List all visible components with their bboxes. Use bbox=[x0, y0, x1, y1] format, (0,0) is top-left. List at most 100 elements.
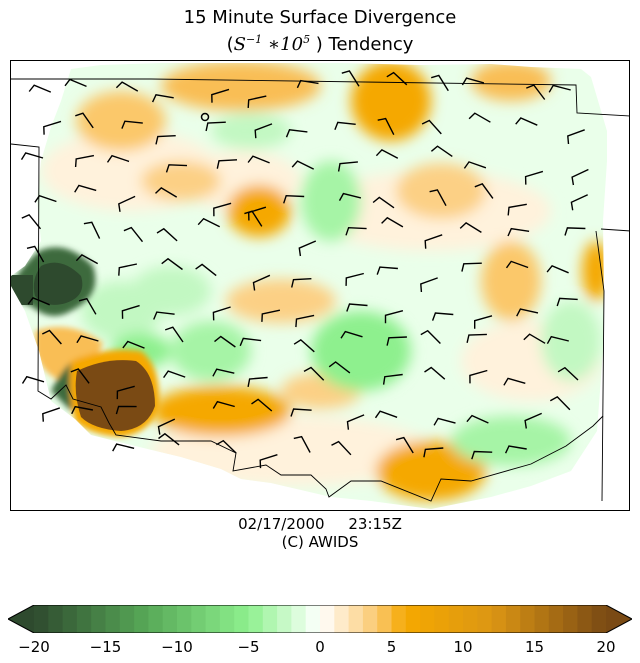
wind-barb-icon bbox=[384, 310, 404, 324]
colorbar-tick-label: 15 bbox=[524, 638, 545, 656]
wind-barb-icon bbox=[123, 226, 144, 243]
wind-barb-icon bbox=[557, 366, 579, 381]
wind-barb-icon bbox=[374, 410, 398, 419]
colorbar-segment bbox=[405, 605, 421, 633]
colorbar-segment bbox=[291, 605, 307, 633]
wind-barb-icon bbox=[507, 227, 530, 237]
colorbar-segment bbox=[391, 605, 407, 633]
colorbar-segment bbox=[205, 605, 221, 633]
wind-barb-icon bbox=[75, 112, 94, 129]
wind-barb-icon bbox=[212, 400, 235, 409]
wind-barb-icon bbox=[526, 84, 546, 100]
boundary-lines bbox=[11, 78, 629, 502]
wind-barb-icon bbox=[429, 189, 447, 207]
map-subtitle: (S−1 ∗105 ) Tendency bbox=[226, 33, 414, 55]
colorbar-segment bbox=[177, 605, 192, 633]
colorbar-segment bbox=[219, 605, 235, 633]
wind-barb-icon bbox=[424, 234, 443, 249]
wind-barb-icon bbox=[337, 161, 358, 172]
map-title: 15 Minute Surface Divergence bbox=[183, 7, 457, 28]
divergence-field bbox=[11, 63, 607, 509]
wind-barb-icon bbox=[283, 194, 305, 204]
colorbar-segment bbox=[91, 605, 106, 633]
wind-barb-icon bbox=[549, 396, 571, 411]
wind-barb-icon bbox=[334, 121, 356, 131]
wind-barb-icon bbox=[252, 274, 271, 291]
wind-barb-icon bbox=[466, 414, 489, 424]
colorbar-segment bbox=[162, 605, 178, 633]
wind-barb-icon bbox=[34, 194, 57, 203]
colorbar-segment bbox=[377, 605, 392, 633]
wind-barb-icon bbox=[197, 217, 221, 228]
colorbar-segment bbox=[362, 605, 378, 633]
wind-barb-icon bbox=[474, 183, 494, 199]
wind-barb-icon bbox=[507, 203, 527, 216]
wind-barb-icon bbox=[213, 202, 232, 217]
wind-barb-icon bbox=[116, 385, 135, 400]
timestamp-time: 23:15Z bbox=[348, 515, 402, 533]
wind-barb-icon bbox=[461, 262, 482, 272]
colorbar-segment bbox=[277, 605, 292, 633]
wind-barb-icon bbox=[155, 135, 176, 145]
wind-barb-icon bbox=[431, 74, 449, 92]
colorbar-tick-label: 0 bbox=[315, 638, 325, 656]
wind-barb-icon bbox=[43, 120, 62, 135]
wind-barb-icon bbox=[71, 405, 94, 415]
wind-barb-icon bbox=[76, 335, 99, 344]
wind-barb-icon bbox=[503, 377, 526, 386]
wind-barb-icon bbox=[214, 335, 236, 348]
wind-barb-icon bbox=[216, 159, 238, 169]
colorbar-segment bbox=[334, 605, 349, 633]
colorbar-segment bbox=[234, 605, 249, 633]
wind-barb-icon bbox=[285, 129, 308, 138]
wind-barb-icon bbox=[386, 336, 407, 346]
colorbar-segment bbox=[420, 605, 435, 633]
wind-barb-icon bbox=[377, 117, 395, 136]
wind-barb-icon bbox=[546, 335, 569, 345]
wind-barb-icon bbox=[161, 257, 183, 271]
wind-barb-icon bbox=[158, 432, 180, 446]
wind-barb-icon bbox=[524, 170, 544, 185]
wind-barb-icon bbox=[504, 445, 527, 454]
wind-barb-icon bbox=[423, 447, 444, 458]
colorbar-segment bbox=[563, 605, 578, 633]
wind-barb-icon bbox=[567, 129, 585, 145]
wind-barb-icon bbox=[571, 168, 589, 186]
wind-barb-icon bbox=[556, 297, 578, 307]
wind-barb-icon bbox=[42, 407, 61, 422]
wind-barb-icon bbox=[345, 226, 367, 236]
wind-barb-icon bbox=[21, 375, 45, 384]
wind-barb-icon bbox=[331, 440, 352, 456]
wind-barb-icon bbox=[431, 312, 454, 321]
wind-barb-icon bbox=[239, 337, 262, 347]
colorbar-segment bbox=[520, 605, 535, 633]
wind-barb-icon bbox=[291, 278, 312, 288]
wind-barb-icon bbox=[293, 435, 311, 453]
wind-barb-icon bbox=[153, 311, 175, 320]
wind-barb-icon bbox=[118, 195, 136, 212]
wind-barb-icon bbox=[251, 398, 273, 412]
wind-barb-icon bbox=[164, 326, 184, 343]
timestamp: 02/17/2000 23:15Z bbox=[0, 515, 640, 533]
colorbar-tick-label: 5 bbox=[386, 638, 397, 656]
colorbar-segment bbox=[591, 605, 607, 633]
unit-exponent: −1 bbox=[245, 33, 263, 46]
wind-barb-icon bbox=[463, 161, 487, 169]
colorbar-segment bbox=[262, 605, 278, 633]
colorbar-segment bbox=[76, 605, 92, 633]
colorbar-segment bbox=[134, 605, 149, 633]
colorbar-segment bbox=[191, 605, 206, 633]
colorbar-segment bbox=[548, 605, 564, 633]
colorbar-segment bbox=[34, 605, 49, 633]
wind-barb-icon bbox=[524, 412, 542, 429]
unit-multiplier-exponent: 5 bbox=[303, 33, 311, 46]
wind-barb-icon bbox=[523, 333, 546, 344]
colorbar-extend-low bbox=[8, 605, 34, 633]
wind-barb-icon bbox=[471, 450, 493, 460]
wind-barb-icon bbox=[26, 245, 45, 263]
wind-barb-icon bbox=[254, 123, 273, 139]
wind-barb-icon bbox=[212, 368, 235, 377]
wind-barbs bbox=[20, 70, 589, 469]
wind-barb-icon bbox=[195, 263, 217, 277]
wind-barb-icon bbox=[382, 373, 403, 385]
